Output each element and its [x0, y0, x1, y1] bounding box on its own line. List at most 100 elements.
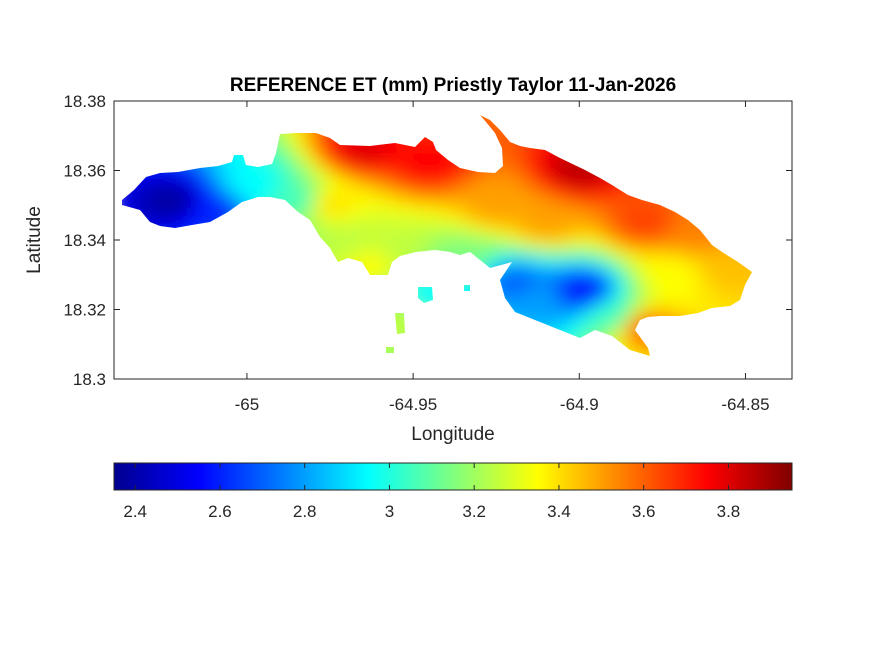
- field-cell: [402, 275, 409, 282]
- field-cell: [174, 311, 181, 318]
- field-cell: [528, 227, 535, 234]
- field-cell: [678, 209, 685, 216]
- field-cell: [486, 119, 493, 126]
- field-cell: [306, 185, 313, 192]
- field-cell: [426, 209, 433, 216]
- field-cell: [300, 335, 307, 342]
- field-cell: [222, 137, 229, 144]
- field-cell: [246, 143, 253, 150]
- field-cell: [252, 143, 259, 150]
- field-cell: [708, 185, 715, 192]
- field-cell: [450, 335, 457, 342]
- field-cell: [678, 119, 685, 126]
- field-cell: [504, 245, 511, 252]
- field-cell: [402, 221, 409, 228]
- field-cell: [486, 221, 493, 228]
- field-cell: [354, 245, 361, 252]
- field-cell: [720, 239, 727, 246]
- field-cell: [534, 239, 541, 246]
- field-cell: [636, 299, 643, 306]
- field-cell: [732, 257, 739, 264]
- field-cell: [264, 347, 271, 354]
- field-cell: [336, 233, 343, 240]
- field-cell: [270, 305, 277, 312]
- field-cell: [480, 221, 487, 228]
- field-cell: [708, 215, 715, 222]
- field-cell: [702, 179, 709, 186]
- field-cell: [462, 317, 469, 324]
- field-cell: [114, 359, 121, 366]
- field-cell: [336, 275, 343, 282]
- field-cell: [168, 251, 175, 258]
- field-cell: [438, 227, 445, 234]
- field-cell: [240, 365, 247, 372]
- field-cell: [378, 149, 385, 156]
- field-cell: [624, 335, 631, 342]
- field-cell: [360, 215, 367, 222]
- field-cell: [492, 293, 499, 300]
- field-cell: [252, 179, 259, 186]
- field-cell: [714, 239, 721, 246]
- field-cell: [504, 149, 511, 156]
- field-cell: [174, 125, 181, 132]
- field-cell: [210, 257, 217, 264]
- field-cell: [666, 209, 673, 216]
- field-cell: [204, 215, 211, 222]
- field-cell: [324, 377, 331, 384]
- field-cell: [636, 275, 643, 282]
- field-cell: [174, 341, 181, 348]
- field-cell: [570, 287, 577, 294]
- field-cell: [684, 347, 691, 354]
- field-cell: [192, 131, 199, 138]
- field-cell: [738, 365, 745, 372]
- field-cell: [486, 131, 493, 138]
- field-cell: [576, 227, 583, 234]
- field-cell: [210, 245, 217, 252]
- field-cell: [420, 137, 427, 144]
- field-cell: [408, 257, 415, 264]
- field-cell: [114, 137, 121, 144]
- field-cell: [564, 149, 571, 156]
- field-cell: [348, 365, 355, 372]
- field-cell: [216, 293, 223, 300]
- field-cell: [612, 359, 619, 366]
- field-cell: [726, 203, 733, 210]
- field-cell: [408, 227, 415, 234]
- field-cell: [510, 221, 517, 228]
- field-cell: [708, 335, 715, 342]
- field-cell: [192, 347, 199, 354]
- field-cell: [186, 233, 193, 240]
- field-cell: [180, 371, 187, 378]
- field-cell: [324, 149, 331, 156]
- field-cell: [306, 115, 313, 120]
- field-cell: [126, 149, 133, 156]
- field-cell: [114, 173, 121, 180]
- field-cell: [438, 185, 445, 192]
- field-cell: [462, 215, 469, 222]
- field-cell: [618, 143, 625, 150]
- field-cell: [174, 377, 181, 384]
- field-cell: [564, 161, 571, 168]
- field-cell: [270, 115, 277, 120]
- field-cell: [702, 293, 709, 300]
- field-cell: [300, 101, 307, 108]
- field-cell: [420, 275, 427, 282]
- field-cell: [564, 179, 571, 186]
- field-cell: [342, 215, 349, 222]
- field-cell: [276, 359, 283, 366]
- field-cell: [576, 173, 583, 180]
- field-cell: [264, 239, 271, 246]
- field-cell: [168, 257, 175, 264]
- field-cell: [480, 131, 487, 138]
- field-cell: [216, 209, 223, 216]
- field-cell: [114, 179, 121, 186]
- field-cell: [672, 257, 679, 264]
- field-cell: [420, 323, 427, 330]
- field-cell: [126, 317, 133, 324]
- field-cell: [648, 293, 655, 300]
- field-cell: [642, 215, 649, 222]
- field-cell: [354, 359, 361, 366]
- field-cell: [306, 197, 313, 204]
- field-cell: [396, 137, 403, 144]
- field-cell: [564, 115, 571, 120]
